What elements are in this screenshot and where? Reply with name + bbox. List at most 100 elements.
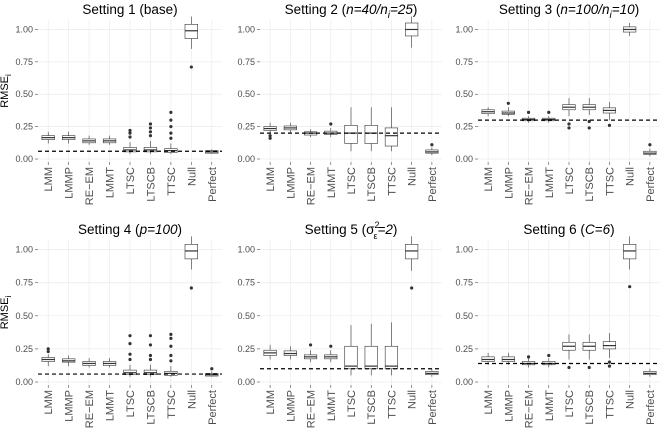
x-tick-label: LMM xyxy=(43,167,55,191)
x-tick-label: Perfect xyxy=(645,390,657,425)
box-Perfect xyxy=(425,143,439,156)
title-part: ) xyxy=(610,222,615,237)
y-tick-label: 0.50 xyxy=(455,311,473,321)
title-part: Setting 3 ( xyxy=(499,2,561,17)
outlier-point xyxy=(410,286,414,290)
y-axis-label-text: RMSE xyxy=(0,76,11,108)
box-LMMT xyxy=(102,358,117,368)
title-part: i xyxy=(610,10,613,21)
box-iqr xyxy=(405,244,419,260)
box-LMM xyxy=(263,344,277,360)
panel-4: Setting 4 (p=100) 0.00 0.25 0.50 0.75 1.00 RMS… xyxy=(0,222,222,428)
box-LTSCB xyxy=(143,122,158,154)
box-Null xyxy=(184,16,198,69)
x-tick-label: RE−EM xyxy=(306,167,318,205)
box-TTSC xyxy=(602,333,617,368)
y-tick-label: 0.00 xyxy=(15,154,33,164)
title-part: ) xyxy=(635,2,640,17)
box-LMMP xyxy=(62,355,76,367)
outlier-point xyxy=(268,136,272,140)
outlier-point xyxy=(607,364,612,368)
box-LMMT xyxy=(542,110,556,123)
y-tick-label: 0.25 xyxy=(237,344,255,354)
box-LTSCB xyxy=(364,323,378,376)
box-Perfect xyxy=(425,368,439,377)
outlier-point xyxy=(567,122,571,126)
title-part: Setting 4 ( xyxy=(78,222,140,237)
y-tick-label: 0.25 xyxy=(237,122,255,132)
outlier-point xyxy=(169,353,173,358)
y-tick-label: 0.00 xyxy=(455,154,473,164)
title-part: Setting 6 ( xyxy=(523,222,585,237)
outlier-point xyxy=(128,131,132,135)
panel-title: Setting 4 (p=100) xyxy=(78,222,182,237)
box-iqr xyxy=(623,244,637,260)
y-axis-label-text: RMSE xyxy=(0,298,11,330)
x-tick-label: LTSCB xyxy=(584,390,596,425)
x-tick-label: TTSC xyxy=(166,167,178,196)
x-tick-label: Null xyxy=(625,167,637,186)
outlier-point xyxy=(169,131,173,135)
box-RE−EM xyxy=(521,110,536,123)
x-tick-label: LMM xyxy=(43,390,55,414)
y-tick-label: 0.25 xyxy=(15,344,33,354)
outlier-point xyxy=(567,126,571,130)
panel-6: Setting 6 (C=6) 0.00 0.25 0.50 0.75 1.00 LMM LM… xyxy=(455,222,660,428)
outlier-point xyxy=(587,365,591,370)
panel-title: Setting 5 (σ2 ε=2) xyxy=(305,220,398,241)
box-Null xyxy=(405,236,419,290)
x-tick-label: Null xyxy=(625,390,637,409)
outlier-point xyxy=(46,347,50,351)
x-tick-label: Perfect xyxy=(207,390,219,425)
outlier-point xyxy=(148,130,153,134)
x-tick-label: TTSC xyxy=(386,390,398,419)
y-tick-label: 1.00 xyxy=(15,245,33,255)
box-RE−EM xyxy=(303,343,318,363)
y-tick-label: 0.25 xyxy=(455,122,473,132)
box-TTSC xyxy=(602,102,617,127)
outlier-point xyxy=(329,122,333,126)
outlier-point xyxy=(430,143,434,147)
y-tick-label: 0.25 xyxy=(15,122,33,132)
outlier-point xyxy=(210,367,214,371)
box-Null xyxy=(405,16,419,48)
box-Null xyxy=(623,236,637,289)
x-tick-label: LMMP xyxy=(503,167,515,199)
box-iqr xyxy=(184,244,198,260)
x-tick-label: LMMP xyxy=(503,390,515,422)
outlier-point xyxy=(148,357,153,362)
x-tick-label: LTSCB xyxy=(366,167,378,202)
box-LTSCB xyxy=(582,334,596,370)
outlier-point xyxy=(148,126,153,130)
y-tick-label: 0.75 xyxy=(455,57,473,67)
x-tick-label: RE−EM xyxy=(306,390,318,428)
panel-1: Setting 1 (base) 0.00 0.25 0.50 0.75 1.00 RMSE… xyxy=(0,2,222,205)
title-part: σ xyxy=(366,222,375,237)
x-tick-label: LTSCB xyxy=(584,167,596,202)
outlier-point xyxy=(189,65,193,69)
box-iqr xyxy=(384,345,399,370)
y-tick-label: 0.50 xyxy=(455,89,473,99)
x-tick-label: Null xyxy=(186,390,198,409)
box-LMM xyxy=(263,122,277,140)
outlier-point xyxy=(169,344,173,348)
outlier-point xyxy=(169,125,173,129)
x-tick-label: RE−EM xyxy=(524,167,536,205)
y-tick-label: 1.00 xyxy=(237,245,255,255)
x-tick-label: LTSC xyxy=(346,390,358,417)
outlier-point xyxy=(607,123,612,127)
x-tick-label: LTSC xyxy=(125,390,137,417)
outlier-point xyxy=(169,336,173,340)
x-tick-label: TTSC xyxy=(604,390,616,419)
x-tick-label: LMMT xyxy=(326,390,338,421)
box-LMMP xyxy=(501,101,515,117)
x-tick-label: LTSC xyxy=(125,167,137,194)
outlier-point xyxy=(169,110,173,114)
y-axis-label: RMSEi xyxy=(0,74,13,108)
y-tick-label: 0.00 xyxy=(237,377,255,387)
x-tick-label: TTSC xyxy=(386,167,398,196)
box-LMMP xyxy=(62,131,76,144)
x-tick-label: LMMT xyxy=(544,390,556,421)
title-part: C=6 xyxy=(585,222,611,237)
x-tick-label: TTSC xyxy=(604,167,616,196)
